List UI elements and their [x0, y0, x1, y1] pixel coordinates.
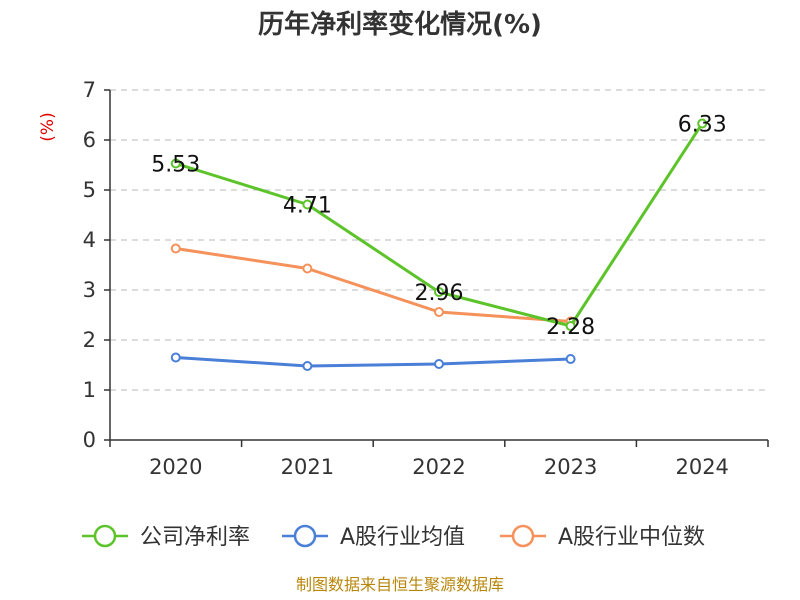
- x-tick-label: 2020: [149, 455, 202, 479]
- y-tick-label: 2: [83, 328, 96, 352]
- data-labels: 5.53 4.71 2.96 2.28 6.33: [151, 113, 726, 341]
- data-point: [170, 352, 181, 363]
- data-point: [170, 158, 181, 169]
- data-label: 2.96: [415, 281, 464, 306]
- legend-label: A股行业中位数: [558, 525, 705, 550]
- y-tick-label: 1: [83, 378, 96, 402]
- legend-label: 公司净利率: [140, 525, 250, 550]
- legend-marker: [93, 524, 117, 548]
- y-tick-label: 7: [83, 78, 96, 102]
- y-axis-unit-label: (%): [38, 112, 58, 141]
- legend: 公司净利率 A股行业均值 A股行业中位数: [82, 524, 705, 550]
- series-line: [175, 356, 571, 368]
- data-point: [434, 307, 444, 317]
- data-label: 2.28: [546, 315, 595, 340]
- x-tick-label: 2021: [281, 455, 334, 479]
- chart-title: 历年净利率变化情况(%): [258, 9, 542, 40]
- data-label: 4.71: [283, 194, 332, 219]
- legend-marker: [293, 524, 317, 548]
- data-point: [434, 287, 444, 297]
- source-note: 制图数据来自恒生聚源数据库: [296, 575, 504, 594]
- x-tick-label: 2022: [412, 455, 465, 479]
- y-tick-label: 5: [83, 178, 96, 202]
- y-tick-label: 0: [83, 428, 96, 452]
- series-line: [175, 247, 571, 323]
- data-point: [565, 354, 576, 364]
- y-tick-label: 6: [83, 128, 96, 152]
- x-tick-label: 2023: [544, 455, 597, 479]
- data-point: [565, 321, 576, 331]
- data-point: [434, 359, 444, 369]
- data-point: [697, 118, 708, 129]
- y-tick-label: 4: [83, 228, 96, 252]
- data-point: [170, 243, 181, 254]
- data-point: [302, 263, 313, 274]
- data-point: [302, 199, 313, 210]
- y-tick-label: 3: [83, 278, 96, 302]
- grid-lines: [110, 89, 768, 391]
- series-lines: [170, 118, 708, 371]
- axes: 0 1 2 3 4 5 6 7 2020 2021 2022 2023 2024: [83, 78, 769, 479]
- x-tick-label: 2024: [675, 455, 728, 479]
- data-point: [302, 361, 313, 371]
- data-label: 5.53: [151, 153, 200, 178]
- legend-marker: [511, 524, 535, 548]
- legend-label: A股行业均值: [340, 525, 465, 550]
- data-label: 6.33: [678, 113, 727, 138]
